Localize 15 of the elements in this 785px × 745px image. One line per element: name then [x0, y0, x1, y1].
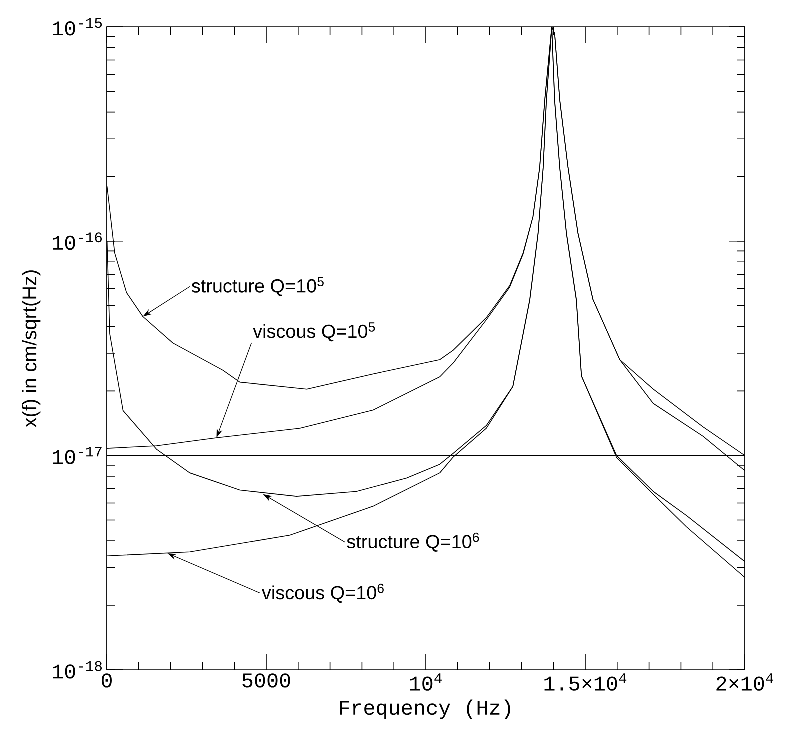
x-axis-title: Frequency (Hz) — [340, 700, 510, 720]
x-tick-label: 2×10$^{4}$ — [716, 674, 774, 691]
y-tick-label: 10$^{-17}$ — [53, 447, 102, 464]
annotation: viscous Q=10$^{5}$ — [253, 322, 376, 342]
y-tick-label: 10$^{-16}$ — [53, 232, 102, 250]
x-tick-label: 0 — [102, 674, 112, 688]
annotation: structure Q=10$^{6}$ — [347, 532, 480, 552]
annotation: viscous Q=10$^{6}$ — [262, 584, 384, 603]
y-tick-label: 10$^{-18}$ — [53, 661, 102, 679]
x-tick-label: 5000 — [242, 674, 290, 688]
annotation: structure Q=10$^{5}$ — [192, 277, 324, 296]
y-axis-title: x(f) in cm/sqrt(Hz) — [22, 270, 41, 428]
x-tick-label: 10$^{4}$ — [410, 674, 442, 691]
x-tick-label: 1.5×10$^{4}$ — [544, 674, 627, 691]
y-tick-label: 10$^{-15}$ — [53, 18, 102, 36]
